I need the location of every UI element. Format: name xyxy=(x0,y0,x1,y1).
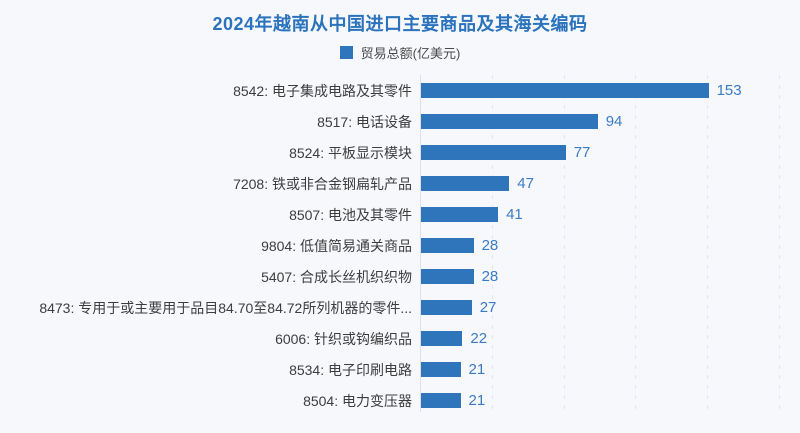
bar xyxy=(421,207,499,222)
bar-track: 21 xyxy=(421,392,800,409)
category-label: 6006: 针织或钩编织品 xyxy=(275,330,412,347)
chart-row: 8524: 平板显示模块 77 xyxy=(0,137,800,168)
value-label: 27 xyxy=(479,299,497,316)
gridline xyxy=(779,75,780,412)
bar-track: 22 xyxy=(421,330,800,347)
category-label: 9804: 低值简易通关商品 xyxy=(261,237,412,254)
gridline xyxy=(707,75,709,412)
bar-track: 28 xyxy=(421,268,800,285)
value-label: 28 xyxy=(481,268,499,285)
bar-track: 28 xyxy=(421,237,800,254)
bar-track: 41 xyxy=(421,206,800,223)
value-label: 21 xyxy=(468,392,486,409)
category-label: 8517: 电话设备 xyxy=(317,113,412,130)
category-label: 7208: 铁或非合金钢扁轧产品 xyxy=(233,175,412,192)
chart-row: 8504: 电力变压器 21 xyxy=(0,385,800,416)
chart-row: 8517: 电话设备 94 xyxy=(0,106,800,137)
bar-track: 153 xyxy=(421,82,800,99)
bar-rows: 8542: 电子集成电路及其零件 153 8517: 电话设备 94 8524: 平板显… xyxy=(0,75,800,416)
bar-track: 47 xyxy=(421,175,800,192)
bar xyxy=(421,83,709,98)
category-label: 5407: 合成长丝机织织物 xyxy=(261,268,412,285)
value-label: 41 xyxy=(506,206,523,223)
value-label: 94 xyxy=(605,113,623,130)
value-label: 47 xyxy=(517,175,534,192)
bar xyxy=(421,362,461,377)
gridline xyxy=(635,75,637,412)
bar xyxy=(421,238,474,253)
chart-row: 6006: 针织或钩编织品 22 xyxy=(0,323,800,354)
bar-track: 77 xyxy=(421,144,800,161)
chart-row: 8542: 电子集成电路及其零件 153 xyxy=(0,75,800,106)
category-label: 8524: 平板显示模块 xyxy=(289,144,412,161)
bar xyxy=(421,176,510,191)
value-label: 77 xyxy=(573,144,591,161)
value-label: 21 xyxy=(468,361,486,378)
chart-row: 9804: 低值简易通关商品 28 xyxy=(0,230,800,261)
bar xyxy=(421,114,598,129)
bar xyxy=(421,393,461,408)
chart-row: 5407: 合成长丝机织织物 28 xyxy=(0,261,800,292)
legend: 贸易总额(亿美元) xyxy=(0,43,800,62)
value-label: 22 xyxy=(470,330,488,347)
category-label: 8507: 电池及其零件 xyxy=(289,206,412,223)
chart-row: 8473: 专用于或主要用于品目84.70至84.72所列机器的零件... 27 xyxy=(0,292,800,323)
value-label: 28 xyxy=(481,237,499,254)
chart-row: 7208: 铁或非合金钢扁轧产品 47 xyxy=(0,168,800,199)
category-label: 8473: 专用于或主要用于品目84.70至84.72所列机器的零件... xyxy=(39,299,412,316)
category-label: 8504: 电力变压器 xyxy=(303,392,412,409)
bar xyxy=(421,331,463,346)
bar xyxy=(421,300,472,315)
chart-row: 8507: 电池及其零件 41 xyxy=(0,199,800,230)
bar-track: 27 xyxy=(421,299,800,316)
chart-row: 8534: 电子印刷电路 21 xyxy=(0,354,800,385)
category-label: 8534: 电子印刷电路 xyxy=(289,361,412,378)
plot-gridlines xyxy=(420,75,780,412)
bar-track: 21 xyxy=(421,361,800,378)
gridline xyxy=(563,75,565,412)
gridline xyxy=(491,75,493,412)
bar xyxy=(421,145,566,160)
legend-label: 贸易总额(亿美元) xyxy=(360,46,461,61)
bar xyxy=(421,269,474,284)
legend-swatch-icon xyxy=(339,46,353,59)
category-label: 8542: 电子集成电路及其零件 xyxy=(233,82,412,99)
chart-title: 2024年越南从中国进口主要商品及其海关编码 xyxy=(212,14,588,34)
value-label: 153 xyxy=(716,82,742,99)
bar-track: 94 xyxy=(421,113,800,130)
